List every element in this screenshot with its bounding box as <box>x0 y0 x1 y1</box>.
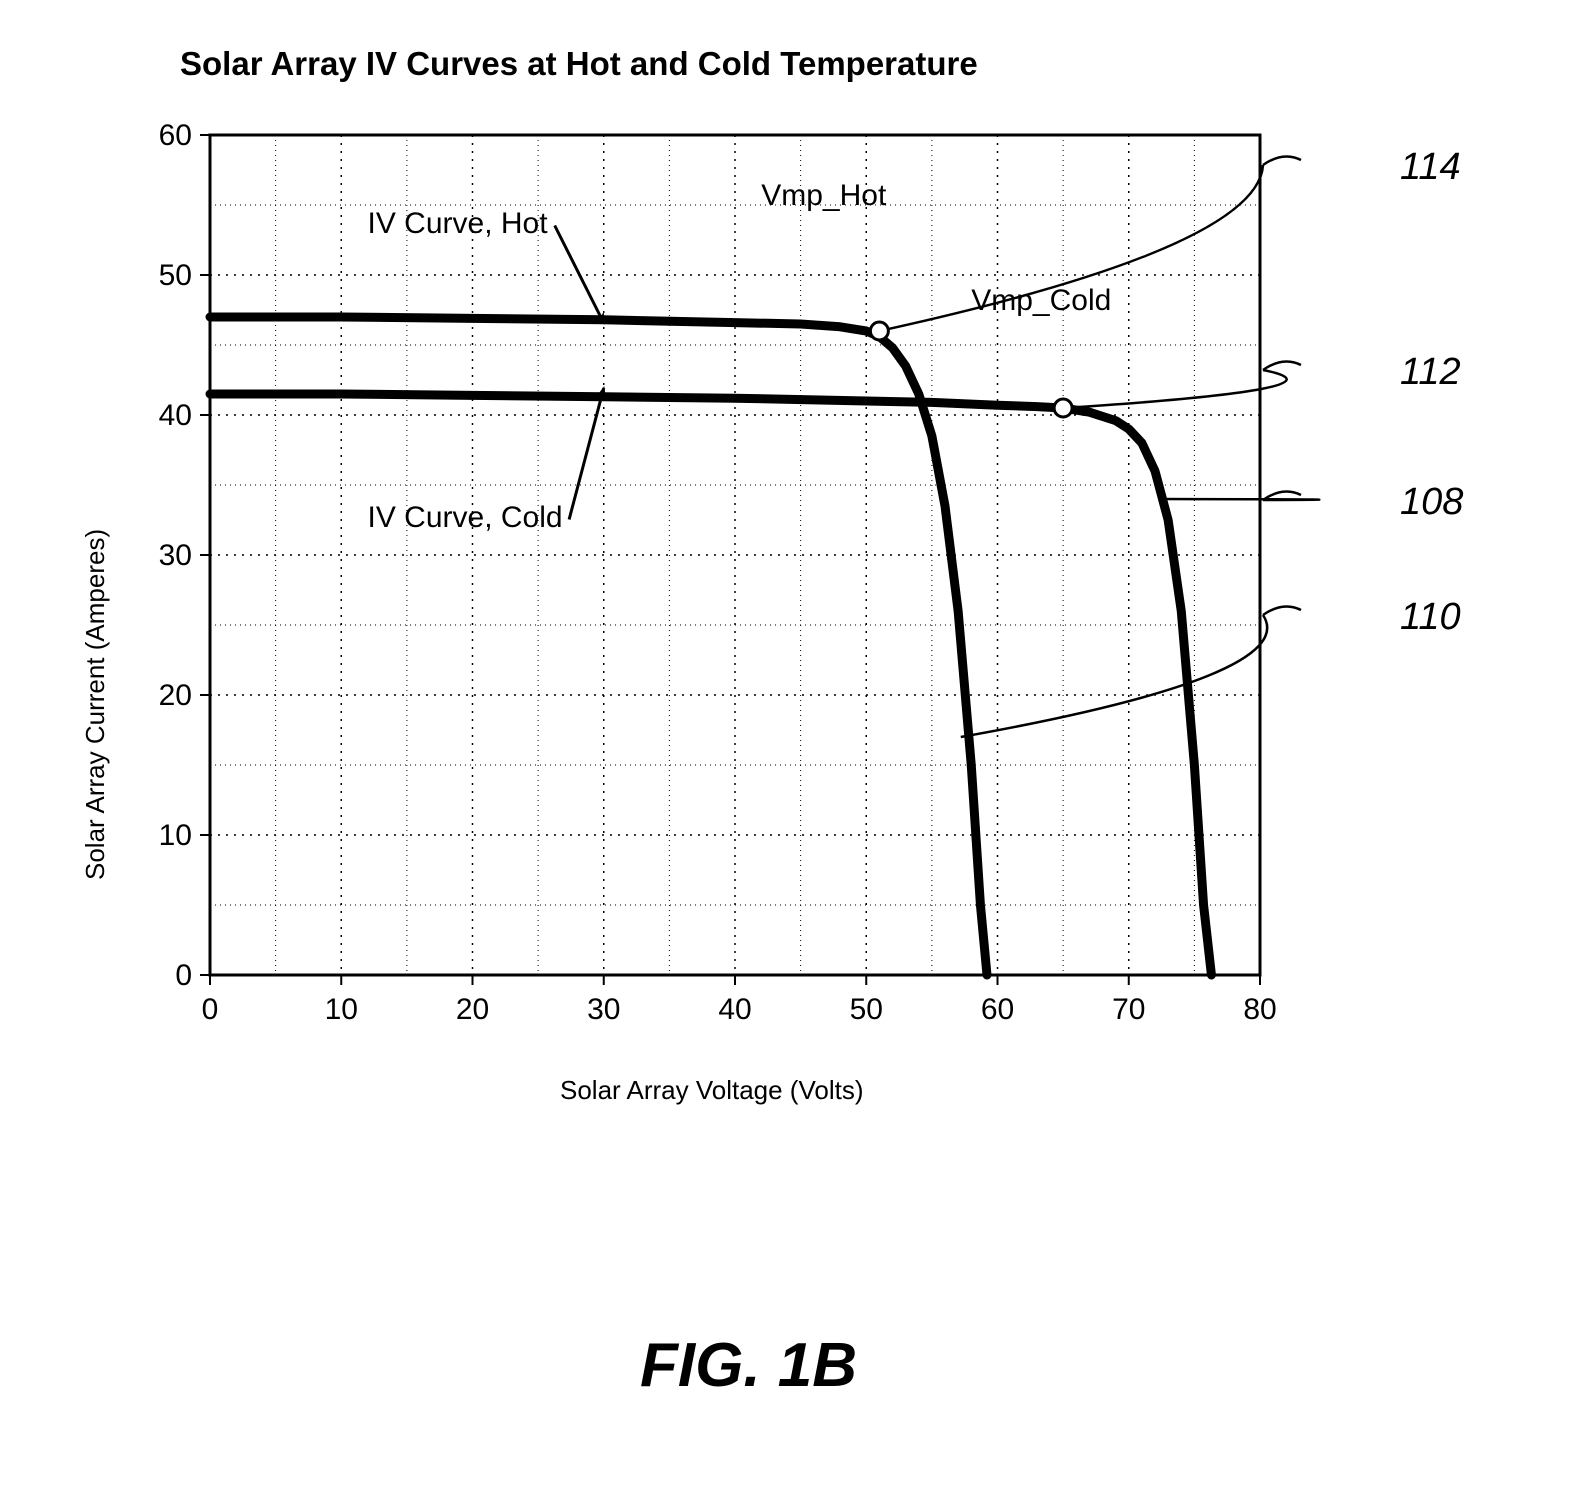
callout-leader <box>1063 370 1287 408</box>
callout-hook <box>1263 606 1301 615</box>
x-tick-label: 40 <box>718 993 751 1026</box>
callout-number: 114 <box>1400 146 1461 188</box>
marker-vmp_cold <box>1054 399 1072 417</box>
x-tick-label: 60 <box>981 993 1014 1026</box>
y-tick-label: 40 <box>159 399 192 432</box>
x-tick-label: 80 <box>1243 993 1276 1026</box>
callout-leader <box>1162 499 1320 500</box>
callout-leader <box>961 615 1267 737</box>
y-tick-label: 30 <box>159 539 192 572</box>
figure-caption: FIG. 1B <box>640 1330 857 1401</box>
series-iv-curve-cold <box>210 394 1211 975</box>
x-axis-label: Solar Array Voltage (Volts) <box>560 1075 863 1106</box>
marker-vmp_hot <box>870 322 888 340</box>
marker-label-vmp_cold: Vmp_Cold <box>971 284 1111 317</box>
y-tick-label: 60 <box>159 119 192 152</box>
x-tick-label: 70 <box>1112 993 1145 1026</box>
page-root: Solar Array IV Curves at Hot and Cold Te… <box>0 0 1581 1511</box>
y-tick-label: 20 <box>159 679 192 712</box>
annotation-label: IV Curve, Cold <box>368 501 563 534</box>
callout-number: 108 <box>1400 481 1463 523</box>
marker-label-vmp_hot: Vmp_Hot <box>761 179 887 212</box>
x-tick-label: 30 <box>587 993 620 1026</box>
x-tick-label: 50 <box>850 993 883 1026</box>
callout-hook <box>1263 156 1301 165</box>
annotation-arrow <box>569 388 604 520</box>
callout-hook <box>1263 361 1301 370</box>
y-tick-label: 10 <box>159 819 192 852</box>
x-tick-label: 20 <box>456 993 489 1026</box>
annotation-label: IV Curve, Hot <box>368 207 549 240</box>
iv-curve-chart: 0 10 20 30 40 50 60 70 80 0 10 20 30 40 50 60 IV Curve, … <box>0 0 1581 1511</box>
x-tick-label: 10 <box>325 993 358 1026</box>
x-tick-label: 0 <box>202 993 219 1026</box>
series-iv-curve-hot <box>210 317 987 975</box>
callout-number: 110 <box>1400 596 1461 638</box>
y-axis-label: Solar Array Current (Amperes) <box>80 529 111 880</box>
y-tick-label: 0 <box>175 959 192 992</box>
callout-number: 112 <box>1400 351 1461 393</box>
y-tick-label: 50 <box>159 259 192 292</box>
